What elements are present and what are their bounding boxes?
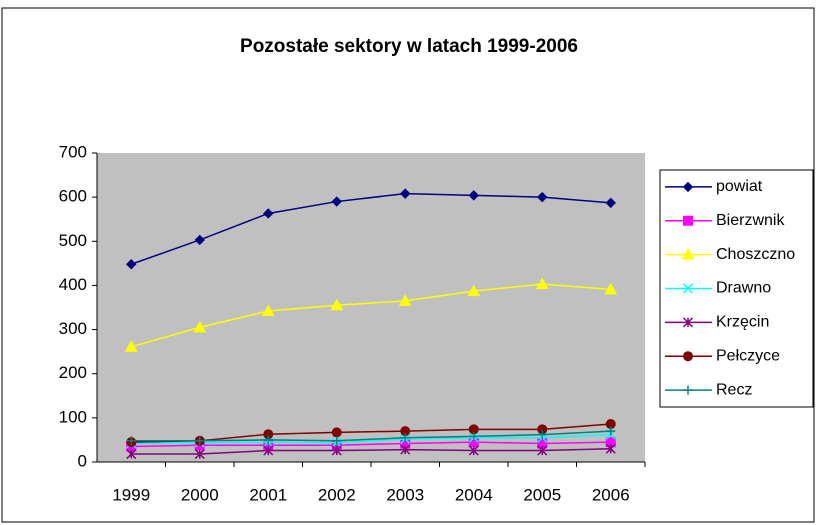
marker [400, 444, 411, 455]
x-tick-label: 1999 [112, 485, 150, 504]
y-tick-label: 0 [78, 451, 87, 470]
marker [683, 215, 693, 226]
legend-label: Krzęcin [716, 314, 769, 331]
marker [468, 445, 479, 456]
marker [331, 427, 342, 438]
marker [263, 445, 274, 456]
marker [537, 430, 547, 440]
marker [330, 298, 344, 311]
y-tick-label: 600 [59, 187, 87, 206]
marker [605, 197, 616, 209]
legend-label: Choszczno [716, 246, 795, 263]
marker [195, 436, 205, 446]
marker [193, 320, 207, 333]
marker [124, 340, 138, 352]
marker [467, 284, 481, 297]
y-tick-label: 700 [59, 142, 87, 161]
x-tick-label: 2004 [455, 485, 493, 504]
marker [605, 443, 616, 454]
x-tick-label: 2003 [386, 485, 424, 504]
y-tick-label: 400 [59, 275, 87, 294]
marker [398, 294, 412, 306]
series-line [131, 423, 611, 443]
y-tick-label: 500 [59, 231, 87, 250]
marker [194, 234, 205, 246]
marker [263, 435, 273, 445]
marker [606, 426, 616, 436]
series-line [130, 192, 611, 265]
y-tick-label: 200 [59, 363, 87, 382]
x-tick-label: 2006 [592, 485, 630, 504]
marker [263, 208, 274, 219]
marker [331, 445, 342, 456]
marker [683, 385, 693, 395]
marker [537, 191, 548, 203]
marker [194, 449, 205, 460]
x-tick-label: 2005 [523, 485, 561, 504]
legend-label: Pełczyce [716, 347, 780, 364]
legend-label: Bierzwnik [716, 212, 785, 229]
x-tick-label: 2000 [181, 485, 219, 504]
marker [683, 351, 693, 362]
series-line [131, 441, 611, 448]
marker [681, 248, 695, 260]
marker [400, 433, 410, 443]
marker [400, 188, 411, 199]
legend-label: Drawno [716, 280, 771, 297]
legend-label: Recz [716, 381, 752, 398]
marker [126, 259, 137, 270]
marker [126, 436, 136, 446]
marker [682, 181, 694, 193]
plot-area [97, 153, 645, 462]
marker [331, 196, 342, 207]
marker [469, 431, 479, 441]
y-tick-label: 300 [59, 319, 87, 338]
x-tick-label: 2002 [318, 485, 356, 504]
marker [468, 190, 479, 201]
series-line [131, 448, 611, 455]
series-line [131, 430, 611, 442]
x-tick-label: 2001 [249, 485, 287, 504]
marker [682, 283, 694, 294]
marker [332, 436, 342, 446]
marker [537, 445, 548, 456]
series-line [131, 433, 611, 445]
marker [535, 277, 549, 290]
marker [261, 304, 275, 317]
chart-title: Pozostałe sektory w latach 1999-2006 [240, 36, 578, 57]
legend-label: powiat [716, 178, 763, 195]
series-line [131, 283, 611, 348]
marker [682, 317, 694, 328]
marker [604, 282, 618, 295]
y-tick-label: 100 [59, 407, 87, 426]
marker [126, 449, 137, 460]
marker [605, 437, 616, 448]
